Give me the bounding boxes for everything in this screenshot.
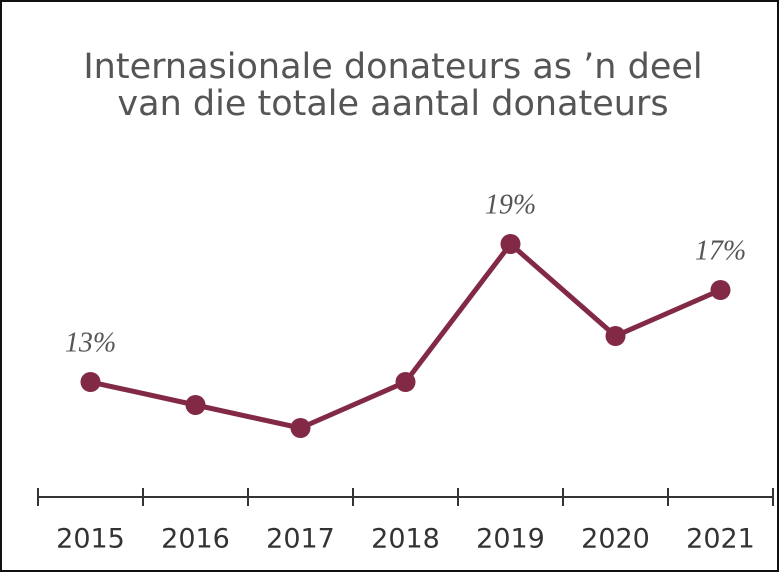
chart-title: van die totale aantal donateurs (117, 84, 668, 124)
data-label: 19% (485, 189, 536, 220)
point (80, 372, 101, 392)
point (395, 372, 416, 392)
x-tick-label: 2017 (266, 524, 335, 555)
point (605, 326, 626, 346)
point (500, 234, 521, 254)
x-tick-label: 2015 (56, 524, 125, 555)
point (710, 280, 731, 300)
x-tick-label: 2018 (371, 524, 440, 555)
data-label: 17% (695, 235, 746, 266)
x-tick-label: 2020 (581, 524, 650, 555)
x-tick-label: 2021 (686, 524, 755, 555)
x-tick-label: 2019 (476, 524, 545, 555)
point (185, 395, 206, 415)
point (290, 418, 311, 438)
chart-title: Internasionale donateurs as ’n deel (83, 47, 702, 87)
data-label: 13% (65, 327, 116, 358)
x-tick-label: 2016 (161, 524, 230, 555)
